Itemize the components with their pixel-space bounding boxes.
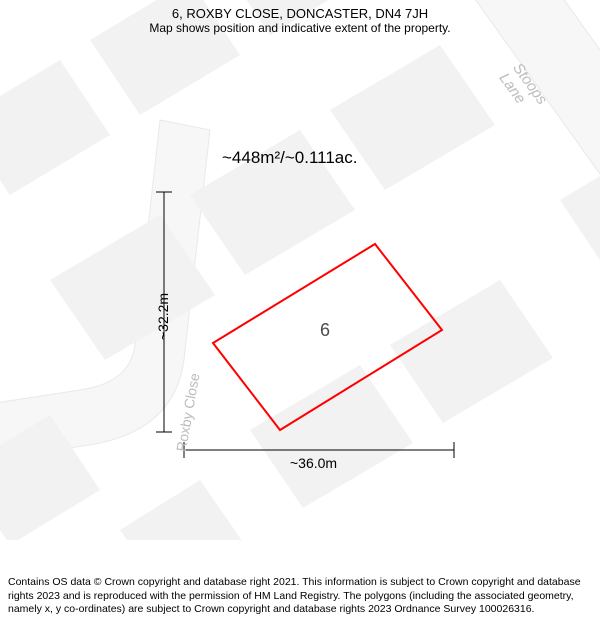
building: [330, 45, 495, 190]
area-label: ~448m²/~0.111ac.: [222, 148, 357, 168]
width-label: ~36.0m: [290, 455, 337, 471]
header: 6, ROXBY CLOSE, DONCASTER, DN4 7JH Map s…: [0, 0, 600, 39]
footer: Contains OS data © Crown copyright and d…: [0, 570, 600, 625]
page-title: 6, ROXBY CLOSE, DONCASTER, DN4 7JH: [10, 6, 590, 21]
map-area: ~448m²/~0.111ac. ~32.2m ~36.0m 6 Roxby C…: [0, 0, 600, 540]
building: [120, 480, 245, 540]
building: [390, 280, 553, 423]
footer-text: Contains OS data © Crown copyright and d…: [8, 576, 581, 615]
height-label: ~32.2m: [155, 293, 171, 340]
page-subtitle: Map shows position and indicative extent…: [10, 21, 590, 35]
parcel-number: 6: [320, 320, 330, 341]
building: [0, 60, 110, 195]
building: [250, 365, 413, 508]
